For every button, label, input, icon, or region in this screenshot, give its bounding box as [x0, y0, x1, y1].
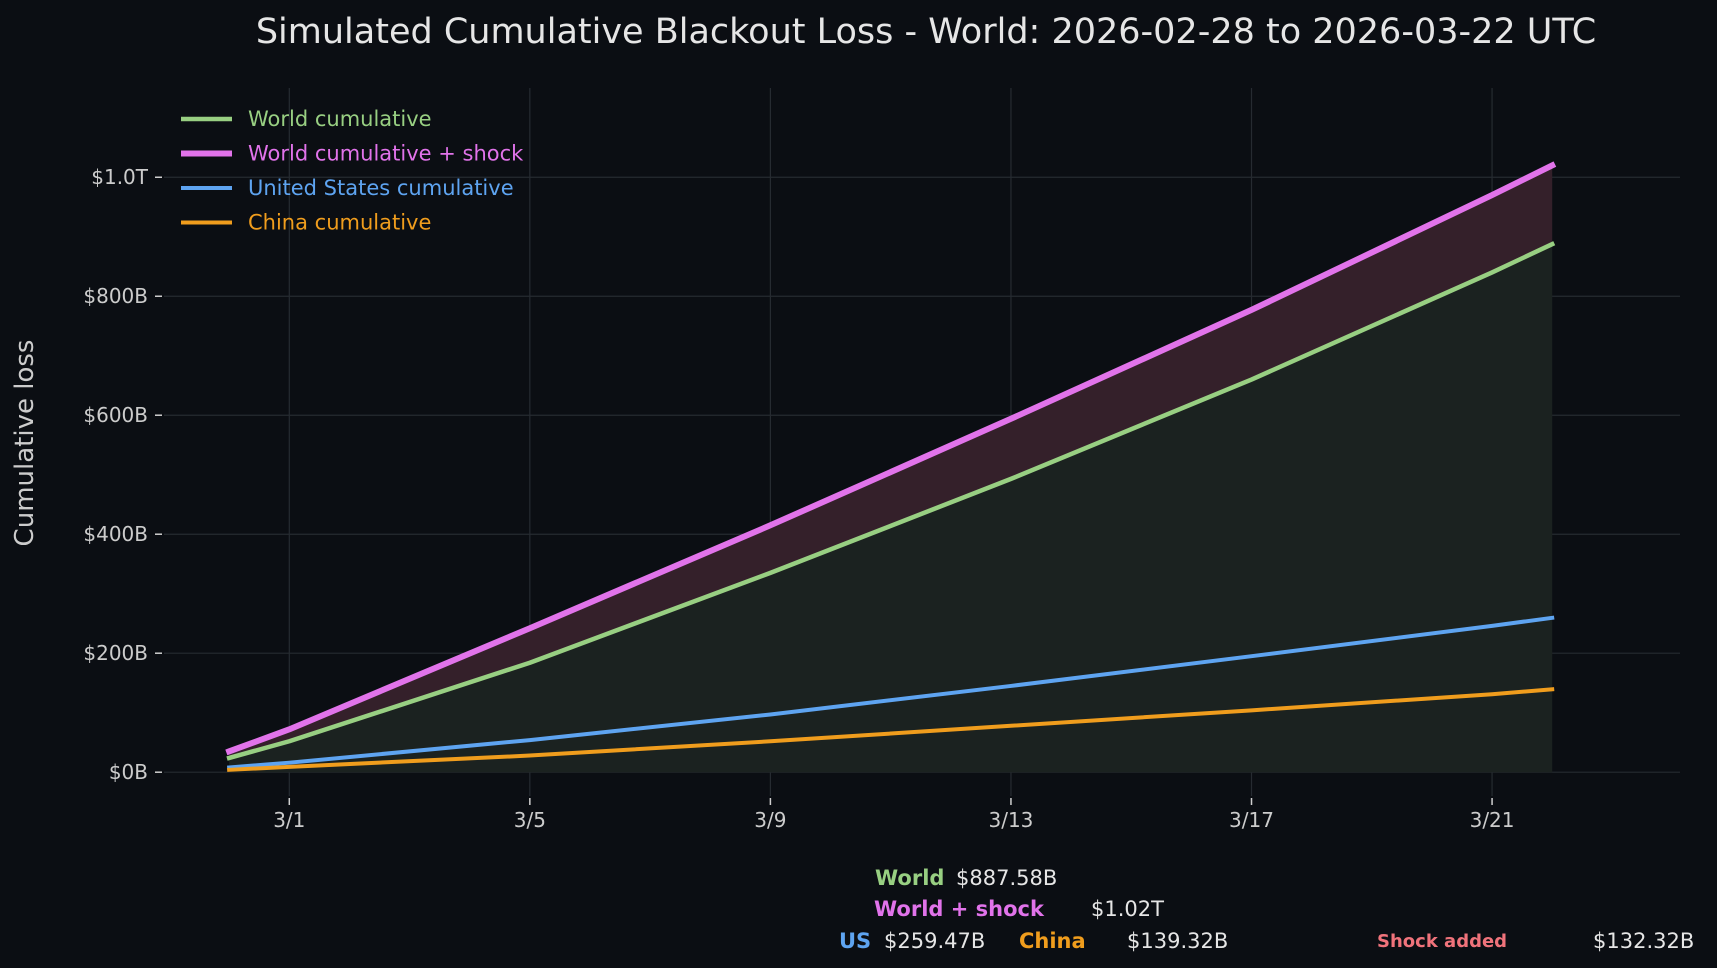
legend-item-label: United States cumulative [248, 176, 514, 200]
x-tick-label: 3/9 [754, 808, 786, 832]
x-tick-label: 3/17 [1229, 808, 1274, 832]
fill-area-0 [229, 244, 1553, 773]
y-tick-label: $1.0T [91, 165, 149, 189]
x-tick-label: 3/5 [514, 808, 546, 832]
y-axis-label: Cumulative loss [10, 340, 40, 547]
y-tick-label: $800B [83, 284, 148, 308]
series-line-world-cumulative [226, 241, 1556, 761]
y-tick-label: $200B [83, 641, 148, 665]
legend-item-label: China cumulative [248, 211, 431, 235]
series-line-china-cumulative [227, 687, 1555, 772]
legend: World cumulative World cumulative + shock… [181, 107, 524, 235]
series-line-united-states-cumulative [226, 615, 1555, 770]
x-tick-label: 3/1 [273, 808, 305, 832]
chart-title: Simulated Cumulative Blackout Loss - Wor… [256, 12, 1596, 52]
x-tick-label: 3/13 [988, 808, 1033, 832]
series-line-world-cumulative-shock [225, 161, 1557, 756]
legend-item-label: World cumulative [248, 107, 432, 131]
x-tick-label: 3/21 [1470, 808, 1515, 832]
legend-item-label: World cumulative + shock [248, 142, 524, 166]
y-tick-label: $600B [83, 403, 148, 427]
y-tick-label: $0B [109, 760, 148, 784]
y-tick-label: $400B [83, 522, 148, 546]
